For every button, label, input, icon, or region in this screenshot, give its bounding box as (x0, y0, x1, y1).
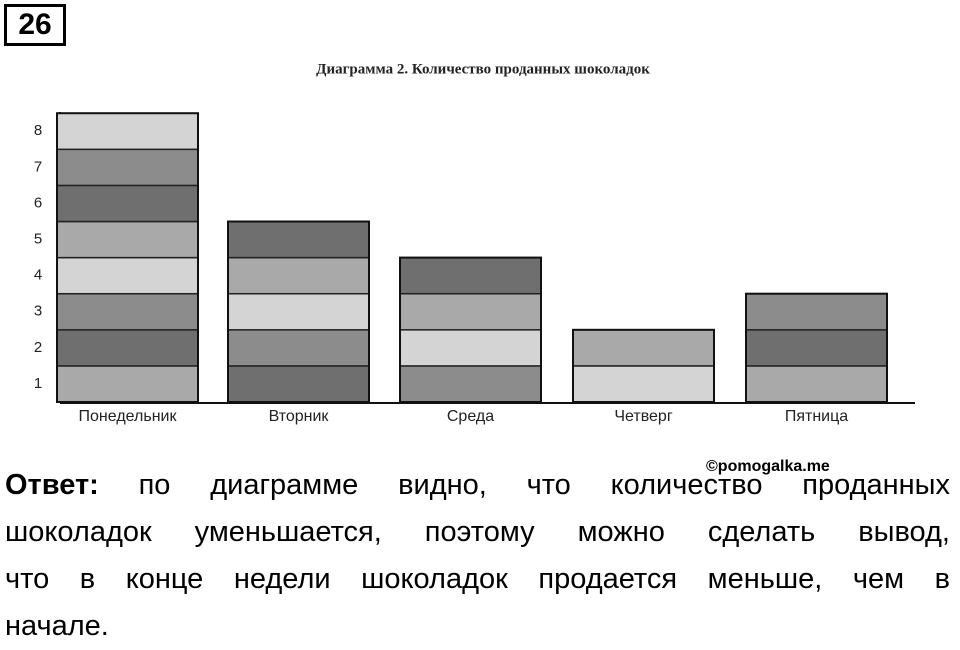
bar-block (227, 292, 370, 331)
bar (227, 220, 370, 403)
bar (745, 292, 888, 403)
bar-block (227, 220, 370, 259)
x-tick-label: Понедельник (79, 408, 178, 425)
y-tick-label: 5 (34, 231, 42, 248)
answer: Ответ: по диаграмме видно, что количеств… (5, 462, 950, 650)
chart-title: Диаграмма 2. Количество проданных шокола… (316, 61, 650, 77)
bar (56, 112, 199, 403)
watermark: ©pomogalka.me (706, 458, 830, 475)
answer-label: Ответ: (5, 469, 99, 501)
y-tick-label: 4 (34, 267, 42, 284)
bar-block (745, 365, 888, 403)
bar-block (56, 220, 199, 259)
answer-line: что в конце недели шоколадок продается м… (5, 563, 950, 595)
bar-block (56, 292, 199, 331)
y-tick-label: 2 (34, 339, 42, 356)
y-tick-label: 3 (34, 303, 42, 320)
bar (399, 256, 542, 403)
x-tick-label: Пятница (785, 408, 848, 425)
bar-block (56, 184, 199, 223)
bar-block (227, 329, 370, 367)
x-tick-label: Четверг (614, 408, 672, 425)
y-tick-label: 6 (34, 194, 42, 211)
task-number: 26 (4, 4, 66, 46)
bar-block (56, 365, 199, 403)
answer-line: начале. (5, 610, 109, 642)
bar-block (56, 148, 199, 187)
answer-line: шоколадок уменьшается, поэтому можно сде… (5, 516, 950, 548)
bar-block (572, 329, 715, 367)
bar-block (745, 292, 888, 331)
chart: Диаграмма 2. Количество проданных шокола… (34, 61, 915, 425)
bar-block (56, 112, 199, 151)
bar-block (399, 365, 542, 403)
bar-block (227, 256, 370, 295)
x-tick-label: Среда (447, 408, 494, 425)
bar-block (399, 256, 542, 295)
bar-block (227, 365, 370, 403)
bar-block (56, 256, 199, 295)
bar-block (399, 329, 542, 367)
y-tick-label: 7 (34, 158, 42, 175)
x-tick-label: Вторник (269, 408, 330, 425)
bar-block (56, 329, 199, 367)
bar (572, 328, 715, 403)
bar-block (399, 292, 542, 331)
bar-block (745, 329, 888, 367)
answer-text: по диаграмме видно, что количество прода… (98, 469, 950, 501)
y-tick-label: 8 (34, 122, 42, 139)
bar-block (572, 365, 715, 403)
y-tick-label: 1 (34, 375, 42, 392)
answer-line: Ответ: по диаграмме видно, что количеств… (5, 462, 950, 509)
